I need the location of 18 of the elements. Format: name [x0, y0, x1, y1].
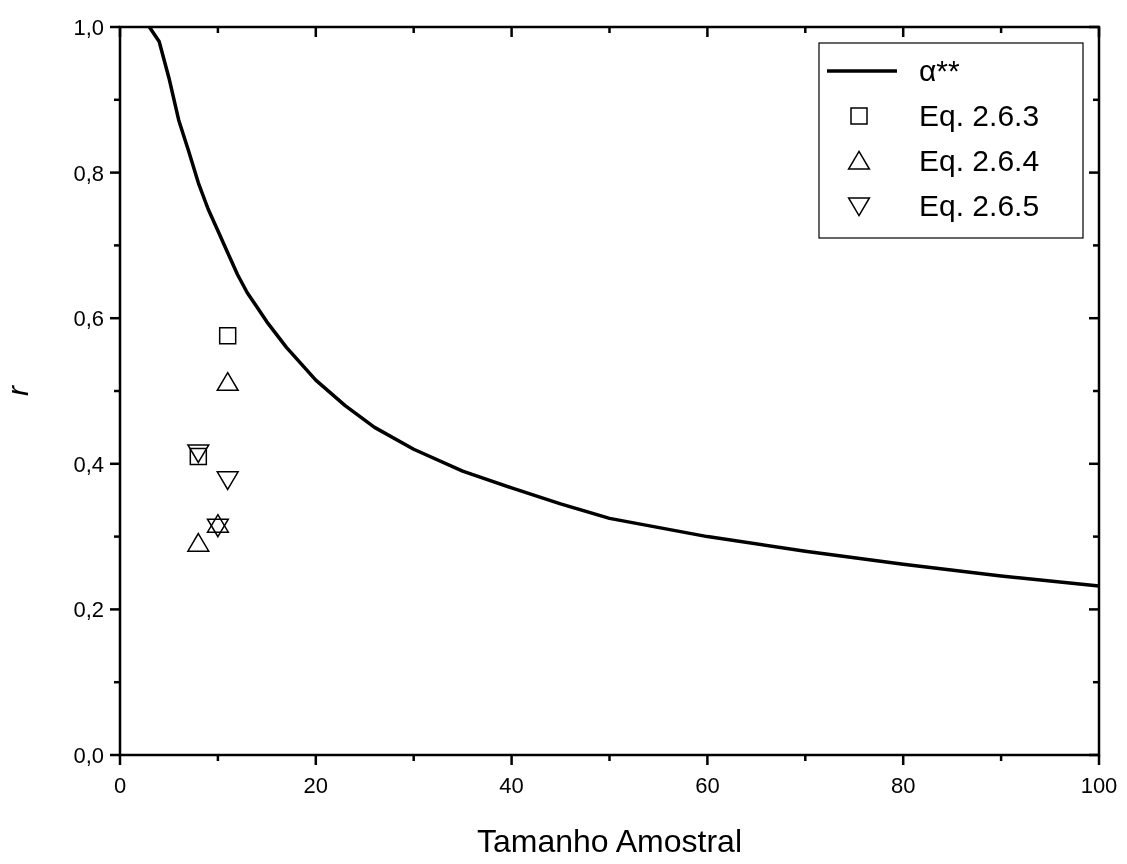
- x-tick-label: 0: [113, 773, 127, 798]
- x-tick-label: 60: [695, 773, 720, 798]
- y-tick-label: 0,6: [73, 306, 104, 332]
- y-tick-label: 1,0: [73, 15, 104, 40]
- x-tick-label: 40: [499, 773, 524, 798]
- x-axis-title: Tamanho Amostral: [476, 823, 743, 859]
- x-tick-label: 80: [890, 773, 916, 798]
- x-tick-label: 100: [1080, 773, 1118, 798]
- x-tick-label: 20: [303, 773, 329, 798]
- y-tick-label: 0,8: [73, 160, 104, 186]
- legend-label: Eq. 2.6.4: [919, 144, 1040, 177]
- legend-label: α**: [919, 54, 961, 87]
- y-tick-label: 0,4: [73, 451, 104, 477]
- legend-label: Eq. 2.6.5: [919, 189, 1040, 222]
- legend-label: Eq. 2.6.3: [919, 99, 1040, 132]
- y-tick-label: 0,2: [73, 597, 104, 623]
- y-tick-label: 0,0: [73, 743, 104, 768]
- y-axis-title: r: [1, 385, 34, 396]
